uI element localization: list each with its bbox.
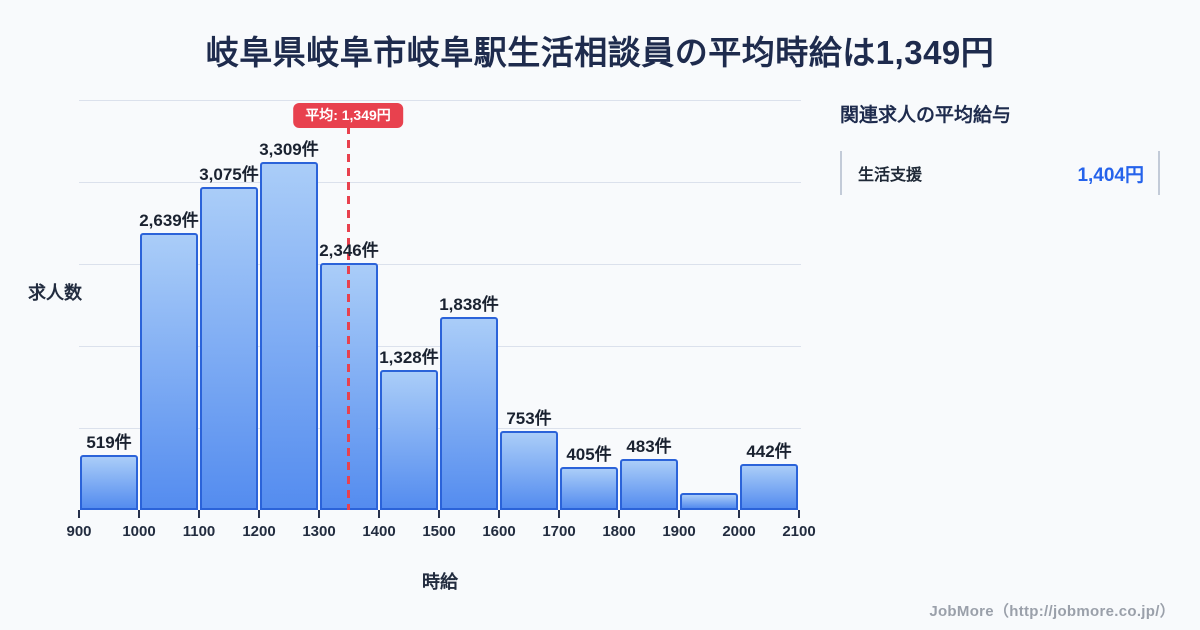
bar-value-label: 2,346件 [319, 241, 379, 260]
footer-credit: JobMore（http://jobmore.co.jp/） [929, 603, 1175, 620]
x-tick-label: 1700 [542, 523, 576, 540]
x-tick-label: 1800 [602, 523, 636, 540]
related-job-row: 生活支援 1,404円 [840, 151, 1160, 195]
x-tick-label: 1000 [122, 523, 156, 540]
x-tick-label: 1900 [662, 523, 696, 540]
histogram-bar [440, 317, 498, 510]
histogram-bar [680, 493, 738, 510]
x-tick [78, 510, 80, 518]
x-tick [438, 510, 440, 518]
x-tick-label: 2000 [722, 523, 756, 540]
bar-value-label: 2,639件 [139, 211, 199, 230]
average-line [347, 112, 350, 510]
x-tick-label: 1300 [302, 523, 336, 540]
bar-value-label: 483件 [626, 437, 672, 456]
x-tick-label: 1100 [182, 523, 216, 540]
bar-value-label: 519件 [86, 433, 132, 452]
x-tick-label: 900 [66, 523, 92, 540]
x-tick [138, 510, 140, 518]
bar-value-label: 405件 [566, 445, 612, 464]
gridline [79, 100, 801, 101]
x-axis-title: 時給 [422, 572, 458, 592]
x-tick [198, 510, 200, 518]
bar-value-label: 753件 [506, 409, 552, 428]
x-tick [678, 510, 680, 518]
x-tick-label: 1200 [242, 523, 276, 540]
page-title: 岐阜県岐阜市岐阜駅生活相談員の平均時給は1,349円 [205, 34, 995, 71]
x-tick [498, 510, 500, 518]
average-badge: 平均: 1,349円 [293, 103, 403, 128]
histogram-bar [80, 455, 138, 510]
x-tick-label: 2100 [782, 523, 816, 540]
histogram-bar [620, 459, 678, 510]
bar-value-label: 3,309件 [259, 140, 319, 159]
x-tick-label: 1600 [482, 523, 516, 540]
related-jobs-panel: 関連求人の平均給与 生活支援 1,404円 [840, 100, 1160, 195]
histogram-bar [200, 187, 258, 510]
panel-heading: 関連求人の平均給与 [840, 105, 1012, 126]
x-tick [378, 510, 380, 518]
bar-value-label: 1,838件 [439, 295, 499, 314]
histogram-bar [140, 233, 198, 510]
histogram-bar [740, 464, 798, 510]
x-tick [618, 510, 620, 518]
histogram-bar [380, 370, 438, 510]
y-axis-title: 求人数 [28, 283, 82, 303]
histogram-bar [560, 467, 618, 510]
bar-value-label: 3,075件 [199, 165, 259, 184]
gridline [79, 264, 801, 265]
histogram-bar [500, 431, 558, 510]
x-tick [558, 510, 560, 518]
x-tick [258, 510, 260, 518]
x-tick [318, 510, 320, 518]
x-tick-label: 1400 [362, 523, 396, 540]
bar-value-label: 1,328件 [379, 348, 439, 367]
bar-value-label: 442件 [746, 442, 792, 461]
related-job-value: 1,404円 [1077, 164, 1144, 186]
gridline [79, 182, 801, 183]
x-tick [798, 510, 800, 518]
x-tick [738, 510, 740, 518]
related-job-label: 生活支援 [858, 167, 923, 184]
histogram-bar [260, 162, 318, 510]
x-tick-label: 1500 [422, 523, 456, 540]
